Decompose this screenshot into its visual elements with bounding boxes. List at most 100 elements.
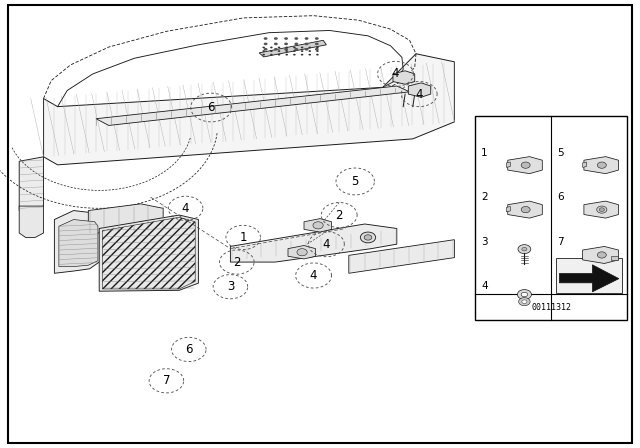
Polygon shape: [304, 219, 332, 232]
Circle shape: [293, 50, 296, 52]
Polygon shape: [19, 157, 44, 211]
Circle shape: [305, 37, 308, 40]
Polygon shape: [96, 86, 410, 125]
Circle shape: [285, 50, 288, 52]
Text: 2: 2: [335, 208, 343, 222]
Circle shape: [313, 222, 323, 229]
Text: 4: 4: [481, 281, 488, 291]
Circle shape: [522, 300, 527, 303]
Polygon shape: [99, 215, 198, 291]
Circle shape: [599, 208, 604, 211]
Text: 5: 5: [351, 175, 359, 188]
Circle shape: [270, 50, 273, 52]
Circle shape: [597, 162, 606, 168]
Circle shape: [294, 43, 298, 45]
Circle shape: [294, 37, 298, 40]
Polygon shape: [230, 224, 397, 262]
Polygon shape: [54, 211, 102, 273]
Circle shape: [305, 43, 308, 45]
Circle shape: [517, 289, 531, 299]
Polygon shape: [508, 157, 542, 174]
Text: 4: 4: [310, 269, 317, 282]
Circle shape: [315, 37, 319, 40]
Circle shape: [284, 48, 288, 51]
Polygon shape: [288, 246, 316, 259]
Text: 3: 3: [227, 280, 234, 293]
Circle shape: [518, 297, 530, 306]
Circle shape: [301, 54, 303, 56]
Circle shape: [360, 232, 376, 243]
Text: 3: 3: [481, 237, 488, 247]
Polygon shape: [393, 71, 415, 84]
Polygon shape: [559, 265, 619, 292]
Circle shape: [293, 47, 296, 48]
Circle shape: [521, 207, 530, 213]
Polygon shape: [611, 256, 618, 260]
Circle shape: [308, 50, 311, 52]
Circle shape: [518, 245, 531, 254]
Circle shape: [293, 54, 296, 56]
Circle shape: [285, 47, 288, 48]
Polygon shape: [349, 240, 454, 273]
Polygon shape: [44, 54, 454, 165]
Circle shape: [316, 50, 319, 52]
Circle shape: [262, 47, 265, 48]
Circle shape: [270, 54, 273, 56]
Polygon shape: [506, 162, 510, 168]
Text: 7: 7: [163, 374, 170, 388]
Circle shape: [284, 37, 288, 40]
Polygon shape: [584, 157, 618, 174]
Circle shape: [316, 54, 319, 56]
Circle shape: [274, 37, 278, 40]
Circle shape: [278, 54, 280, 56]
Circle shape: [316, 47, 319, 48]
Text: 4: 4: [323, 237, 330, 251]
Circle shape: [301, 50, 303, 52]
Circle shape: [521, 292, 527, 297]
Circle shape: [597, 252, 606, 258]
Circle shape: [274, 43, 278, 45]
Circle shape: [270, 47, 273, 48]
Text: 6: 6: [207, 101, 215, 114]
Text: 5: 5: [557, 148, 564, 158]
Text: 4: 4: [415, 87, 423, 101]
Polygon shape: [582, 246, 618, 263]
Circle shape: [264, 43, 268, 45]
Circle shape: [305, 48, 308, 51]
Circle shape: [596, 206, 607, 213]
Circle shape: [264, 37, 268, 40]
Text: 7: 7: [557, 237, 564, 247]
Polygon shape: [408, 83, 431, 97]
Circle shape: [364, 235, 372, 240]
Circle shape: [284, 43, 288, 45]
Polygon shape: [508, 201, 542, 218]
Polygon shape: [259, 40, 326, 57]
Circle shape: [278, 50, 280, 52]
Text: 1: 1: [481, 148, 488, 158]
Circle shape: [315, 48, 319, 51]
Text: 4: 4: [392, 67, 399, 81]
Circle shape: [274, 48, 278, 51]
Polygon shape: [19, 206, 44, 237]
Polygon shape: [59, 220, 98, 267]
Circle shape: [278, 47, 280, 48]
Text: 1: 1: [239, 231, 247, 244]
Text: 2: 2: [233, 255, 241, 269]
Circle shape: [301, 47, 303, 48]
Polygon shape: [584, 201, 618, 218]
Circle shape: [285, 54, 288, 56]
Circle shape: [294, 48, 298, 51]
Circle shape: [315, 43, 319, 45]
Polygon shape: [506, 207, 510, 212]
Text: 6: 6: [185, 343, 193, 356]
Bar: [556, 258, 622, 293]
Circle shape: [521, 162, 530, 168]
Circle shape: [262, 54, 265, 56]
Polygon shape: [88, 204, 163, 233]
Text: 6: 6: [557, 192, 564, 202]
Polygon shape: [582, 162, 586, 168]
Text: 00111312: 00111312: [531, 303, 571, 312]
Circle shape: [522, 247, 527, 251]
Bar: [475, 116, 627, 320]
Text: 2: 2: [481, 192, 488, 202]
